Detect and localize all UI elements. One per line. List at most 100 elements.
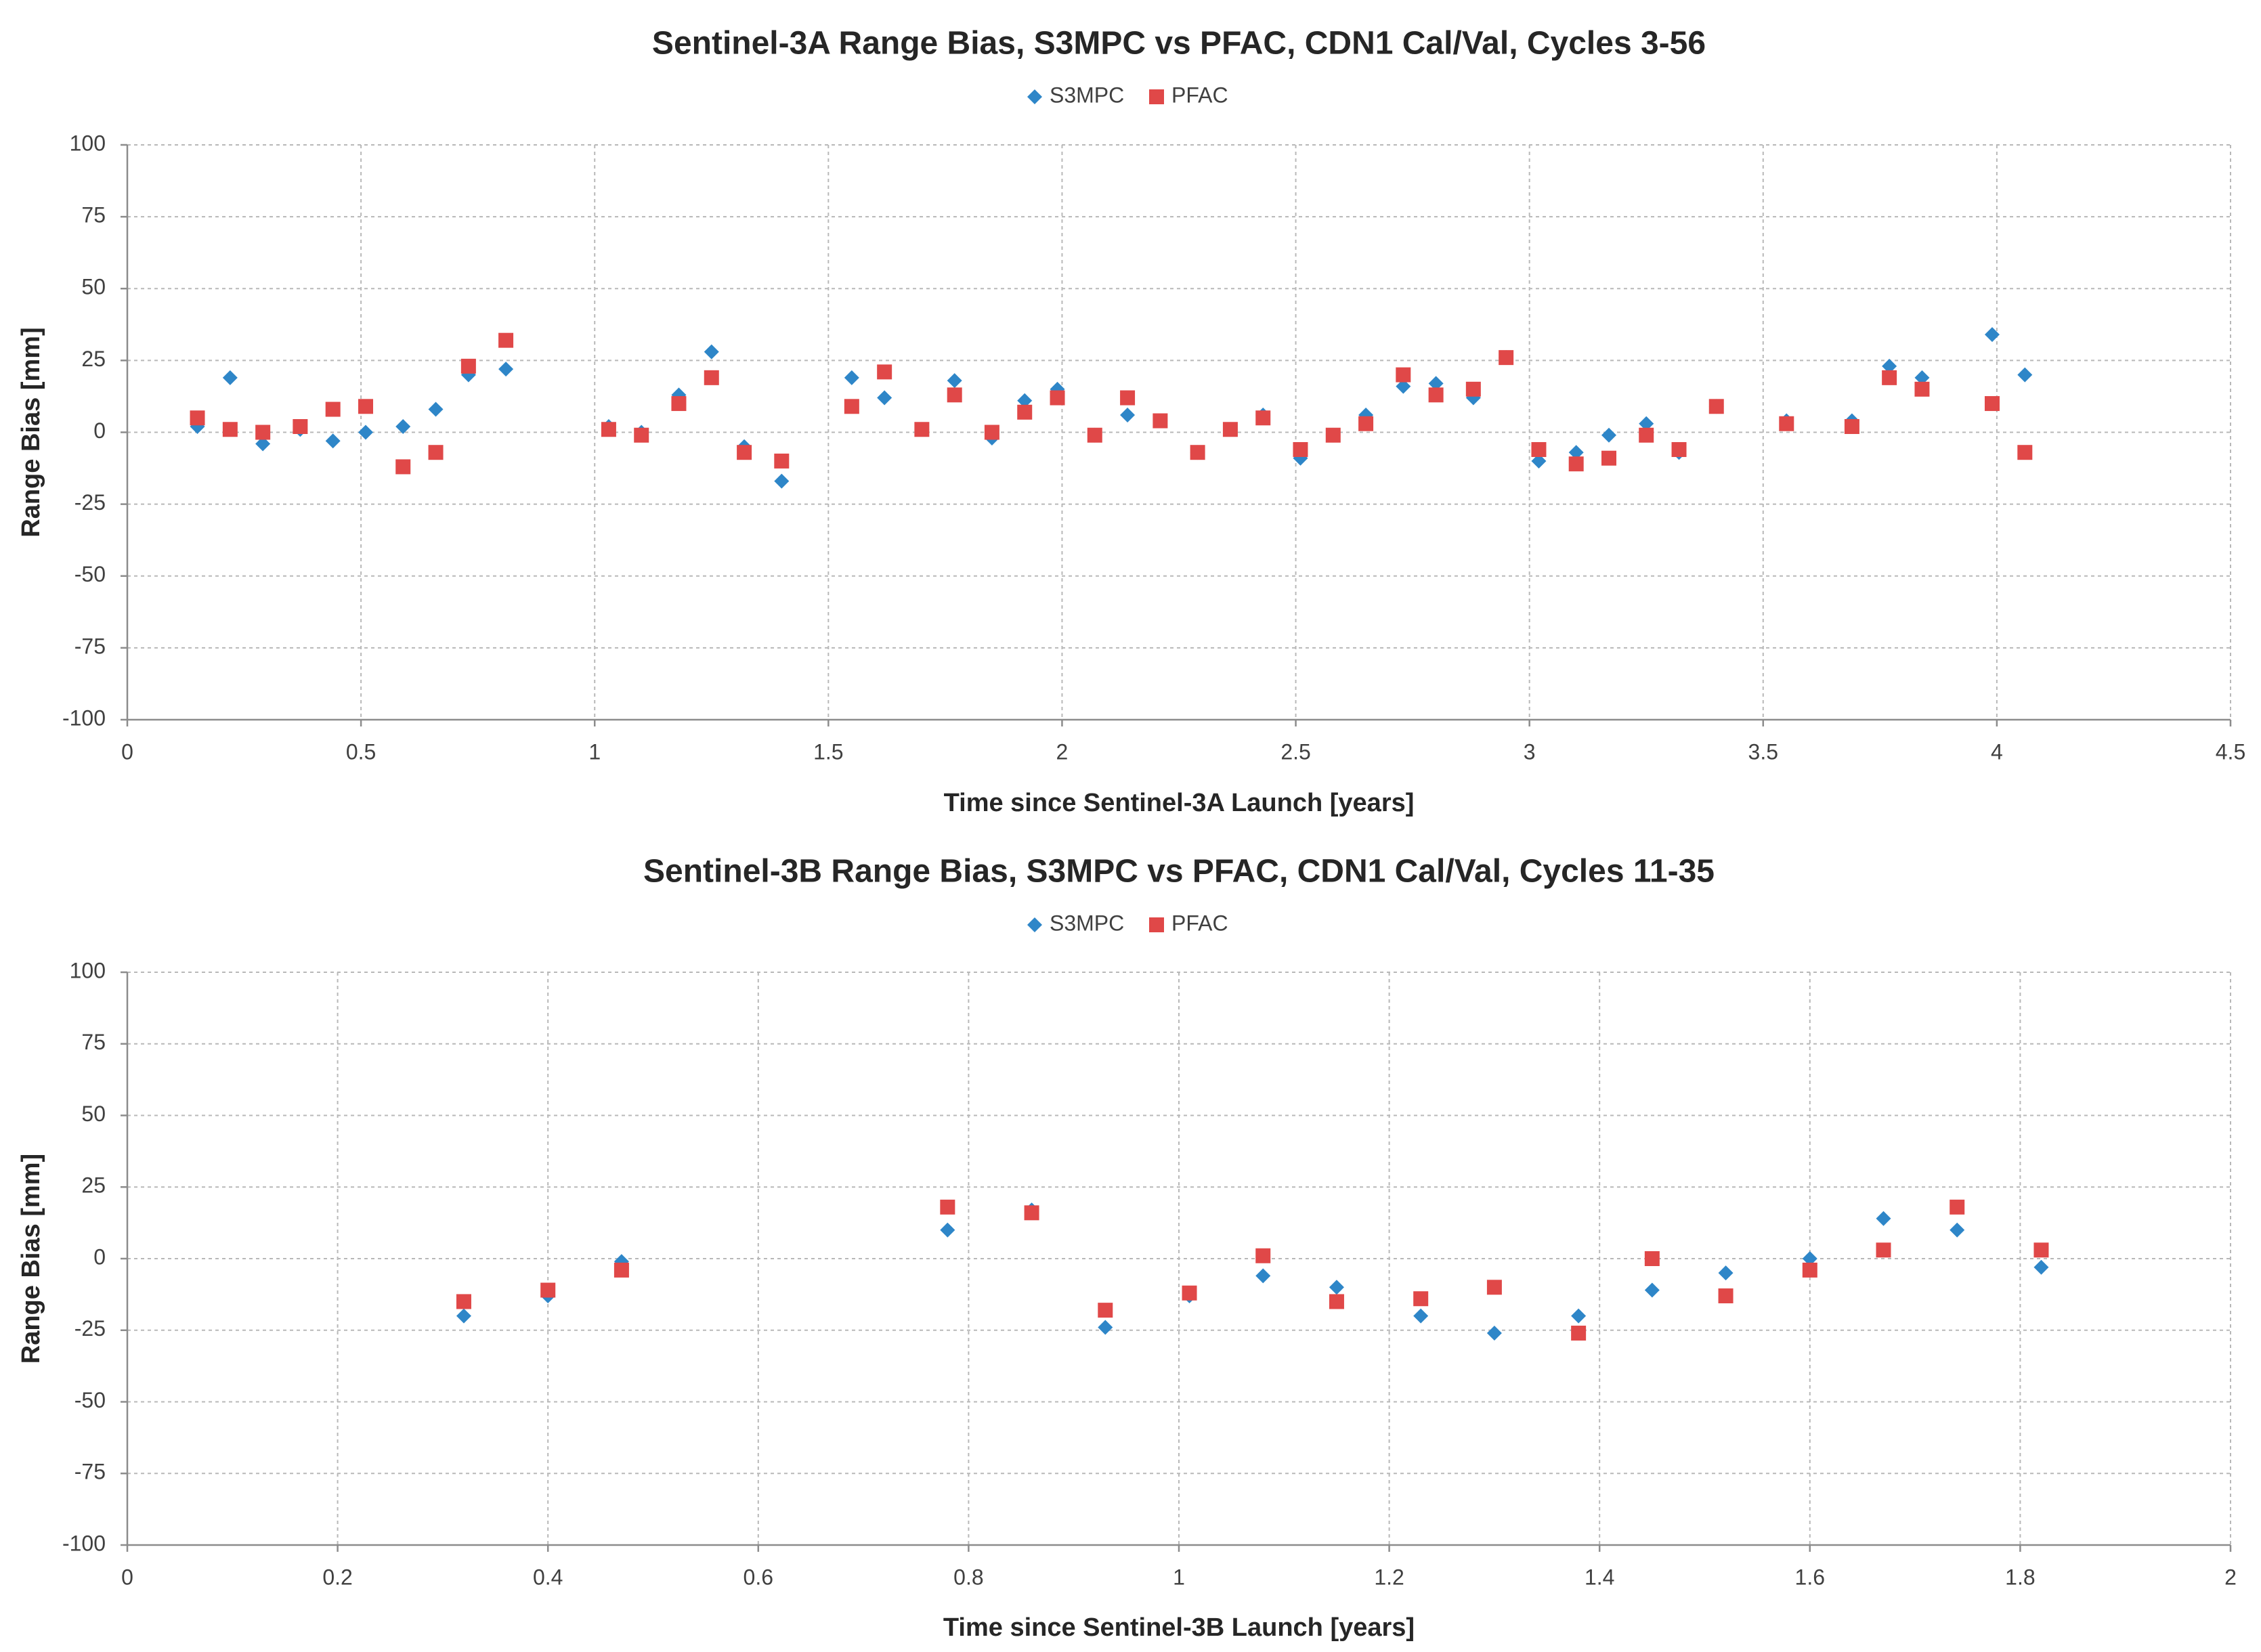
y-tick-label: -25 (74, 490, 106, 515)
legend-marker-s3mpc (1027, 917, 1042, 932)
data-point-pfac (1568, 456, 1584, 472)
data-point-pfac (1293, 441, 1308, 457)
legend-label: PFAC (1171, 911, 1228, 935)
data-point-pfac (1182, 1285, 1197, 1301)
y-tick-label: 75 (81, 1030, 106, 1054)
x-tick-label: 1.2 (1374, 1565, 1404, 1589)
data-point-pfac (1087, 427, 1102, 443)
data-point-pfac (774, 453, 790, 469)
y-tick-label: 25 (81, 347, 106, 371)
data-point-s3mpc (2017, 367, 2033, 383)
data-point-pfac (1882, 370, 1897, 385)
legend-marker-s3mpc (1027, 89, 1042, 104)
data-point-s3mpc (1428, 376, 1444, 391)
y-tick-label: 100 (70, 958, 106, 982)
data-point-s3mpc (456, 1308, 471, 1324)
data-point-pfac (634, 427, 649, 443)
data-point-pfac (704, 370, 719, 385)
data-point-s3mpc (774, 473, 790, 489)
y-tick-label: -100 (62, 1531, 106, 1555)
data-point-pfac (1153, 413, 1168, 429)
data-point-pfac (222, 422, 238, 437)
data-point-pfac (293, 419, 308, 435)
y-tick-label: 100 (70, 131, 106, 155)
y-axis-title: Range Bias [mm] (17, 1154, 45, 1364)
data-point-pfac (1639, 427, 1654, 443)
data-point-pfac (1120, 390, 1136, 406)
data-point-pfac (1325, 427, 1341, 443)
legend-item-pfac[interactable]: PFAC (1149, 911, 1228, 935)
x-tick-label: 0 (121, 1565, 133, 1589)
x-tick-label: 1.4 (1585, 1565, 1614, 1589)
y-tick-label: 50 (81, 275, 106, 299)
x-tick-label: 1.5 (813, 739, 843, 764)
data-point-pfac (1802, 1262, 1817, 1278)
data-point-pfac (1358, 416, 1374, 431)
data-point-pfac (1571, 1325, 1587, 1341)
x-tick-label: 2 (1056, 739, 1069, 764)
data-point-pfac (1190, 445, 1205, 460)
data-point-pfac (1255, 1248, 1271, 1263)
x-tick-label: 2 (2224, 1565, 2237, 1589)
data-point-pfac (940, 1199, 955, 1215)
series-pfac (190, 332, 2033, 475)
legend-item-s3mpc[interactable]: S3MPC (1027, 911, 1124, 935)
data-point-pfac (498, 332, 514, 348)
data-point-pfac (255, 425, 271, 440)
legend-label: PFAC (1171, 83, 1228, 107)
y-tick-label: 0 (93, 1244, 106, 1269)
series-pfac (456, 1199, 2049, 1341)
data-point-pfac (1465, 381, 1481, 397)
x-tick-label: 0.4 (533, 1565, 563, 1589)
legend-marker-pfac (1149, 917, 1164, 932)
x-tick-label: 2.5 (1280, 739, 1310, 764)
data-point-pfac (460, 358, 476, 374)
data-point-pfac (844, 399, 859, 414)
data-point-pfac (456, 1294, 471, 1309)
legend-item-s3mpc[interactable]: S3MPC (1027, 83, 1124, 107)
x-tick-label: 3 (1524, 739, 1536, 764)
y-tick-label: 50 (81, 1102, 106, 1126)
data-point-pfac (1024, 1205, 1039, 1221)
y-tick-label: -75 (74, 1460, 106, 1484)
chart-title: Sentinel-3A Range Bias, S3MPC vs PFAC, C… (652, 26, 1706, 62)
legend-label: S3MPC (1050, 83, 1124, 107)
legend-label: S3MPC (1050, 911, 1124, 935)
data-point-pfac (1098, 1303, 1113, 1318)
data-point-pfac (1644, 1251, 1660, 1266)
data-point-pfac (1017, 404, 1033, 420)
y-tick-label: -100 (62, 705, 106, 730)
data-point-pfac (358, 399, 374, 414)
legend-item-pfac[interactable]: PFAC (1149, 83, 1228, 107)
data-point-s3mpc (395, 419, 411, 435)
x-tick-label: 0.6 (744, 1565, 773, 1589)
data-point-s3mpc (1017, 393, 1033, 408)
data-point-s3mpc (1882, 358, 1897, 374)
data-point-pfac (1329, 1294, 1344, 1309)
data-point-pfac (540, 1282, 556, 1298)
data-point-s3mpc (1601, 427, 1617, 443)
y-tick-label: -50 (74, 1388, 106, 1412)
y-tick-label: 0 (93, 418, 106, 443)
data-point-s3mpc (844, 370, 859, 385)
data-point-s3mpc (1571, 1308, 1587, 1324)
data-point-pfac (914, 422, 930, 437)
data-point-s3mpc (2033, 1259, 2049, 1275)
y-axis-title: Range Bias [mm] (17, 327, 45, 537)
data-point-s3mpc (325, 433, 341, 449)
data-point-s3mpc (877, 390, 892, 406)
data-point-s3mpc (1876, 1211, 1891, 1226)
data-point-pfac (1413, 1291, 1429, 1307)
data-point-pfac (395, 459, 411, 475)
chart-title: Sentinel-3B Range Bias, S3MPC vs PFAC, C… (643, 854, 1715, 890)
y-tick-label: 25 (81, 1173, 106, 1198)
x-tick-label: 1 (588, 739, 601, 764)
data-point-pfac (671, 396, 687, 412)
data-point-pfac (1222, 422, 1238, 437)
y-tick-label: -75 (74, 634, 106, 658)
data-point-pfac (1876, 1242, 1891, 1258)
legend-marker-pfac (1149, 89, 1164, 104)
data-point-pfac (877, 364, 892, 380)
data-point-s3mpc (358, 425, 374, 440)
